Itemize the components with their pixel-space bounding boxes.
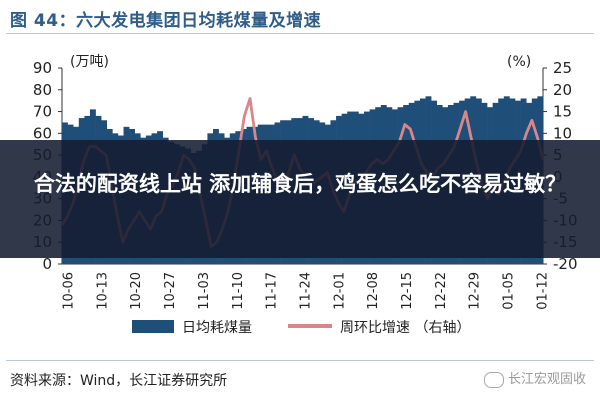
y-right-tick-label: 25 [553, 59, 572, 77]
x-tick-label: 10-06 [62, 272, 77, 310]
source-note: 资料来源：Wind，长江证券研究所 [10, 373, 228, 389]
x-tick-label: 10-13 [95, 272, 110, 310]
y-right-tick-label: 15 [553, 103, 572, 121]
footer-divider [6, 360, 594, 361]
chart-legend: 日均耗煤量 周环比增速 （右轴） [132, 320, 470, 336]
y-left-tick-label: 80 [33, 81, 52, 99]
title-divider [6, 33, 594, 34]
y-left-unit: (万吨) [70, 54, 109, 70]
legend-bar-swatch [132, 320, 174, 333]
x-tick-label: 10-20 [129, 272, 144, 310]
x-tick-label: 12-22 [434, 272, 449, 310]
x-tick-label: 11-17 [265, 272, 280, 310]
x-tick-label: 12-29 [468, 272, 483, 310]
wechat-icon [483, 371, 504, 388]
x-tick-label: 11-10 [231, 272, 246, 310]
y-left-tick-label: 60 [33, 124, 52, 142]
legend-line-label: 周环比增速 （右轴） [340, 320, 470, 336]
overlay-text[interactable]: 合法的配资线上站 添加辅食后，鸡蛋怎么吃不容易过敏？ [33, 172, 567, 196]
y-right-unit: (%) [507, 54, 531, 70]
x-tick-label: 11-03 [197, 272, 212, 310]
y-left-tick-label: 0 [42, 255, 52, 273]
x-tick-label: 11-24 [298, 272, 313, 310]
x-tick-label: 12-08 [366, 272, 381, 310]
x-tick-label: 12-15 [400, 272, 415, 310]
y-right-tick-label: 20 [553, 81, 572, 99]
x-tick-label: 10-27 [163, 272, 178, 310]
chart-title: 图 44：六大发电集团日均耗煤量及增速 [10, 11, 322, 31]
y-right-tick-label: 10 [553, 124, 572, 142]
legend-bar-label: 日均耗煤量 [182, 320, 252, 336]
y-left-tick-label: 90 [33, 59, 52, 77]
header: 图 44：六大发电集团日均耗煤量及增速 [0, 0, 600, 34]
y-right-tick-label: -20 [553, 255, 578, 273]
x-tick-label: 01-05 [501, 272, 516, 310]
watermark: 长江宏观固收 [483, 368, 586, 388]
x-tick-label: 01-12 [535, 272, 550, 310]
overlay-banner[interactable]: 合法的配资线上站 添加辅食后，鸡蛋怎么吃不容易过敏？ [0, 140, 600, 258]
x-tick-label: 12-01 [332, 272, 347, 310]
y-left-tick-label: 70 [33, 103, 52, 121]
watermark-text: 长江宏观固收 [507, 372, 586, 387]
